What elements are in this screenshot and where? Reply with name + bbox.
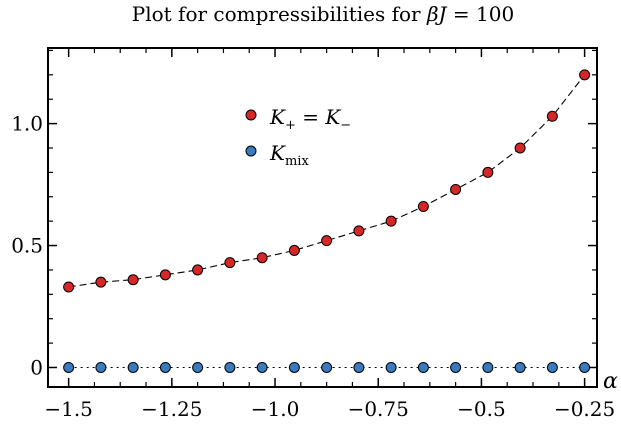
- data-point-kpm: [482, 166, 494, 178]
- data-point-kpm: [95, 276, 107, 288]
- x-tick-label: −0.25: [554, 397, 615, 421]
- data-point-kpm: [353, 225, 365, 237]
- data-point-kpm: [450, 183, 462, 195]
- data-point-kmix: [579, 361, 591, 373]
- legend-label-kmix: Kmix: [269, 141, 309, 169]
- y-tick-label: 0.5: [11, 234, 43, 258]
- plot-area: −1.5 −1.25 −1.0 −0.75 −0.5 −0.25 0 0.5 1.0: [11, 47, 615, 421]
- legend-label-kpm: K+ = K−: [269, 105, 351, 133]
- data-point-kmix: [63, 361, 75, 373]
- data-point-kmix: [450, 361, 462, 373]
- data-point-kpm: [256, 252, 268, 264]
- data-point-kpm: [63, 281, 75, 293]
- data-point-kpm: [579, 69, 591, 81]
- data-point-kpm: [514, 142, 526, 154]
- x-tick-label: −0.5: [457, 397, 506, 421]
- chart-title: Plot for compressibilities for βJ = 100: [132, 2, 514, 26]
- x-axis-label: α: [603, 369, 618, 394]
- data-point-kpm: [127, 274, 139, 286]
- data-point-kmix: [514, 361, 526, 373]
- data-point-kmix: [321, 361, 333, 373]
- data-point-kmix: [224, 361, 236, 373]
- data-point-kpm: [192, 264, 204, 276]
- series-kpm-line: [68, 74, 586, 288]
- data-point-kpm: [159, 269, 171, 281]
- data-point-kmix: [353, 361, 365, 373]
- data-point-kmix: [288, 361, 300, 373]
- data-point-kmix: [546, 361, 558, 373]
- data-point-kpm: [321, 235, 333, 247]
- data-point-kmix: [256, 361, 268, 373]
- data-point-kmix: [127, 361, 139, 373]
- x-tick-label: −1.25: [141, 397, 202, 421]
- data-point-kmix: [417, 361, 429, 373]
- legend-marker-kmix: [245, 145, 257, 157]
- data-point-kpm: [417, 201, 429, 213]
- plot-frame: [47, 47, 598, 388]
- data-point-kpm: [546, 110, 558, 122]
- x-tick-label: −1.0: [251, 397, 300, 421]
- data-point-kpm: [385, 215, 397, 227]
- legend-marker-kpm: [245, 109, 257, 121]
- legend: K+ = K− Kmix: [245, 105, 351, 169]
- data-point-kmix: [482, 361, 494, 373]
- data-point-kmix: [159, 361, 171, 373]
- y-tick-label: 0: [30, 355, 43, 379]
- data-point-kpm: [288, 244, 300, 256]
- x-tick-label: −1.5: [44, 397, 93, 421]
- data-point-kmix: [385, 361, 397, 373]
- y-tick-label: 1.0: [11, 112, 43, 136]
- data-point-kmix: [95, 361, 107, 373]
- x-tick-label: −0.75: [348, 397, 409, 421]
- data-point-kpm: [224, 257, 236, 269]
- data-point-kmix: [192, 361, 204, 373]
